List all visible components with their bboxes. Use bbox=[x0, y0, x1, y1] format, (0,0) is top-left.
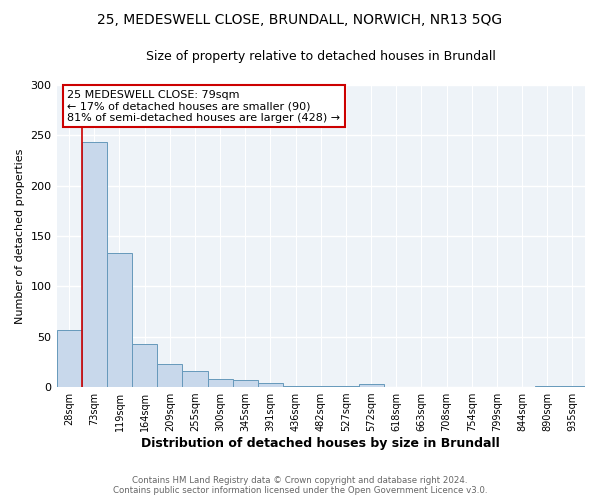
Bar bbox=[56, 330, 82, 387]
Bar bbox=[157, 364, 182, 387]
Bar bbox=[308, 386, 334, 387]
Bar bbox=[233, 380, 258, 387]
Bar bbox=[535, 386, 560, 387]
Text: 25, MEDESWELL CLOSE, BRUNDALL, NORWICH, NR13 5QG: 25, MEDESWELL CLOSE, BRUNDALL, NORWICH, … bbox=[97, 12, 503, 26]
Bar bbox=[560, 386, 585, 387]
X-axis label: Distribution of detached houses by size in Brundall: Distribution of detached houses by size … bbox=[142, 437, 500, 450]
Title: Size of property relative to detached houses in Brundall: Size of property relative to detached ho… bbox=[146, 50, 496, 63]
Bar bbox=[82, 142, 107, 387]
Bar bbox=[283, 386, 308, 387]
Y-axis label: Number of detached properties: Number of detached properties bbox=[15, 148, 25, 324]
Bar bbox=[208, 379, 233, 387]
Bar bbox=[359, 384, 383, 387]
Bar bbox=[334, 386, 359, 387]
Bar bbox=[258, 383, 283, 387]
Bar bbox=[182, 371, 208, 387]
Bar bbox=[107, 253, 132, 387]
Bar bbox=[132, 344, 157, 387]
Text: 25 MEDESWELL CLOSE: 79sqm
← 17% of detached houses are smaller (90)
81% of semi-: 25 MEDESWELL CLOSE: 79sqm ← 17% of detac… bbox=[67, 90, 340, 122]
Text: Contains HM Land Registry data © Crown copyright and database right 2024.
Contai: Contains HM Land Registry data © Crown c… bbox=[113, 476, 487, 495]
